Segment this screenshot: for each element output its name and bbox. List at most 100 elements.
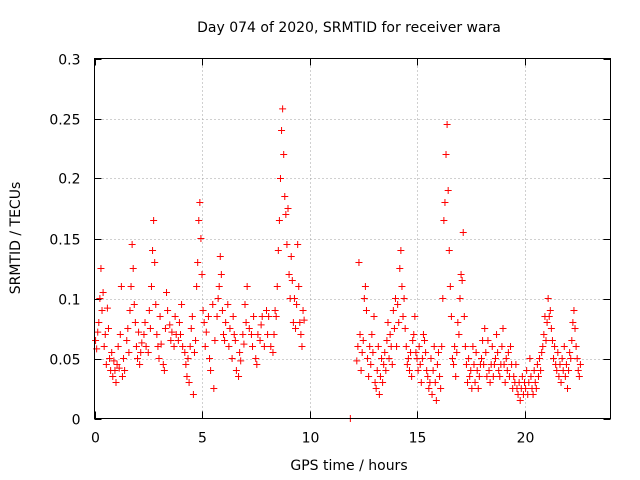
data-points bbox=[92, 105, 584, 422]
data-point bbox=[136, 361, 144, 368]
data-point bbox=[488, 343, 496, 350]
data-point bbox=[94, 328, 102, 336]
data-point bbox=[540, 331, 548, 338]
data-point bbox=[568, 337, 576, 344]
data-point bbox=[474, 385, 482, 392]
data-point bbox=[458, 277, 466, 284]
data-point bbox=[465, 355, 473, 362]
data-point bbox=[108, 349, 116, 356]
data-point bbox=[140, 331, 148, 338]
data-point bbox=[574, 367, 582, 374]
data-point bbox=[146, 325, 154, 332]
data-point bbox=[96, 295, 104, 302]
data-point bbox=[256, 337, 264, 344]
data-point bbox=[441, 199, 449, 206]
data-point bbox=[526, 355, 534, 362]
data-point bbox=[288, 277, 296, 284]
data-point bbox=[419, 331, 427, 338]
data-point bbox=[129, 265, 137, 272]
data-point bbox=[232, 367, 240, 374]
x-tick-label: 5 bbox=[198, 431, 207, 447]
data-point bbox=[216, 253, 224, 260]
data-point bbox=[567, 355, 575, 362]
data-point bbox=[269, 349, 277, 356]
data-point bbox=[190, 349, 198, 356]
data-point bbox=[491, 355, 499, 362]
data-point bbox=[490, 361, 498, 368]
data-point bbox=[249, 343, 257, 350]
data-point bbox=[472, 349, 480, 356]
data-point bbox=[181, 349, 189, 356]
data-point bbox=[132, 343, 140, 350]
y-tick-label: 0 bbox=[72, 413, 81, 429]
data-point bbox=[457, 271, 465, 278]
data-point bbox=[166, 321, 174, 329]
data-point bbox=[354, 343, 362, 350]
data-point bbox=[258, 313, 266, 320]
data-point bbox=[385, 355, 393, 362]
data-point bbox=[245, 325, 253, 332]
data-point bbox=[431, 379, 439, 386]
data-point bbox=[516, 397, 524, 404]
data-point bbox=[151, 259, 159, 266]
data-point bbox=[411, 313, 419, 320]
data-point bbox=[92, 337, 100, 344]
data-point bbox=[111, 367, 119, 374]
data-point bbox=[416, 361, 424, 368]
data-point bbox=[444, 187, 452, 194]
data-point bbox=[273, 283, 281, 290]
data-point bbox=[298, 343, 306, 350]
data-point bbox=[264, 331, 272, 338]
data-point bbox=[446, 283, 454, 290]
data-point bbox=[375, 391, 383, 398]
data-point bbox=[539, 343, 547, 350]
data-point bbox=[237, 357, 245, 365]
data-point bbox=[500, 361, 508, 368]
data-point bbox=[285, 271, 293, 278]
data-point bbox=[267, 343, 275, 350]
data-point bbox=[296, 319, 304, 326]
data-point bbox=[284, 205, 292, 212]
data-point bbox=[453, 349, 461, 356]
data-point bbox=[504, 349, 512, 356]
data-point bbox=[482, 349, 490, 356]
data-point bbox=[198, 271, 206, 278]
x-tick-label: 15 bbox=[409, 431, 427, 447]
data-point bbox=[281, 193, 289, 200]
data-point bbox=[370, 313, 378, 320]
data-point bbox=[294, 241, 302, 248]
data-point bbox=[360, 295, 368, 302]
data-point bbox=[467, 367, 475, 374]
data-point bbox=[499, 325, 507, 332]
data-point bbox=[481, 325, 489, 332]
data-point bbox=[98, 307, 106, 314]
data-point bbox=[451, 343, 459, 350]
data-point bbox=[510, 373, 518, 380]
data-point bbox=[382, 367, 390, 374]
data-point bbox=[115, 364, 123, 372]
data-point bbox=[113, 361, 121, 368]
data-point bbox=[358, 349, 366, 356]
data-point bbox=[480, 361, 488, 368]
data-point bbox=[401, 325, 409, 332]
data-point bbox=[379, 379, 387, 386]
data-point bbox=[501, 379, 509, 386]
data-point bbox=[185, 379, 193, 386]
data-point bbox=[144, 349, 152, 356]
data-point bbox=[437, 385, 445, 392]
data-point bbox=[553, 367, 561, 374]
data-point bbox=[461, 343, 469, 350]
data-point bbox=[435, 349, 442, 356]
data-point bbox=[228, 355, 236, 362]
data-point bbox=[187, 325, 195, 332]
data-point bbox=[398, 283, 406, 290]
data-point bbox=[213, 313, 221, 320]
data-point bbox=[483, 373, 491, 380]
data-point bbox=[137, 349, 145, 356]
data-point bbox=[117, 283, 125, 290]
data-point bbox=[459, 229, 467, 236]
data-point bbox=[534, 373, 542, 380]
data-point bbox=[547, 325, 555, 332]
data-point bbox=[211, 337, 219, 344]
